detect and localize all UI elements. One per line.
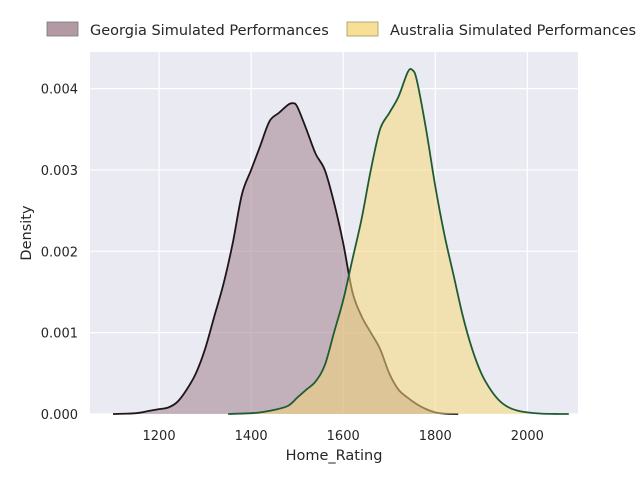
x-tick-label: 1600 — [327, 429, 360, 444]
y-axis-ticks: 0.000 0.001 0.002 0.003 0.004 — [41, 83, 78, 423]
legend: Georgia Simulated Performances Australia… — [46, 21, 636, 39]
legend-label-australia: Australia Simulated Performances — [390, 23, 636, 39]
y-tick-label: 0.002 — [41, 245, 78, 260]
legend-label-georgia: Georgia Simulated Performances — [90, 23, 329, 39]
legend-swatch-georgia — [46, 21, 79, 37]
y-tick-label: 0.004 — [41, 83, 78, 98]
y-tick-label: 0.001 — [41, 327, 78, 342]
x-tick-label: 1800 — [419, 429, 452, 444]
area-fill-australia — [228, 68, 569, 414]
y-axis-label: Density — [19, 205, 35, 261]
x-tick-label: 1400 — [235, 429, 268, 444]
x-axis-ticks: 1200 1400 1600 1800 2000 — [143, 429, 544, 444]
y-tick-label: 0.003 — [41, 164, 78, 179]
x-axis-label: Home_Rating — [286, 448, 383, 464]
y-tick-label: 0.000 — [41, 408, 78, 423]
x-tick-label: 1200 — [143, 429, 176, 444]
legend-swatch-australia — [346, 21, 379, 37]
density-line-australia — [228, 67, 569, 415]
x-tick-label: 2000 — [511, 429, 544, 444]
density-areas — [112, 67, 569, 415]
